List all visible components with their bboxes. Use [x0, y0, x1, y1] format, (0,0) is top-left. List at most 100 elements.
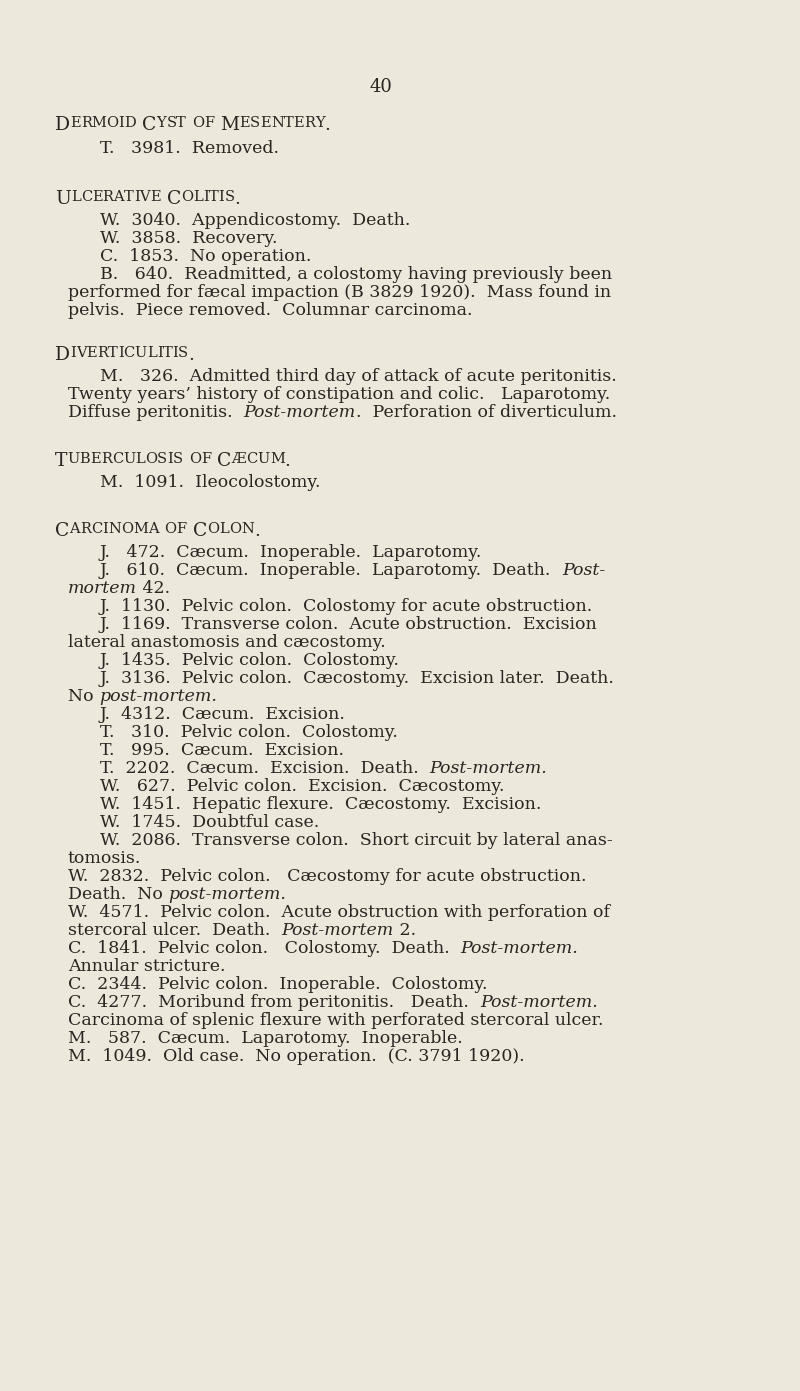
Text: W.  3040.  Appendicostomy.  Death.: W. 3040. Appendicostomy. Death.: [100, 211, 410, 230]
Text: U: U: [134, 346, 147, 360]
Text: C: C: [81, 191, 92, 204]
Text: Post-mortem.: Post-mortem.: [430, 759, 547, 778]
Text: C: C: [193, 522, 207, 540]
Text: .: .: [285, 452, 290, 470]
Text: T.   995.  Cæcum.  Excision.: T. 995. Cæcum. Excision.: [100, 741, 344, 759]
Text: I: I: [172, 346, 178, 360]
Text: S: S: [173, 452, 183, 466]
Text: T: T: [162, 346, 172, 360]
Text: V: V: [76, 346, 86, 360]
Text: M.  1091.  Ileocolostomy.: M. 1091. Ileocolostomy.: [100, 474, 321, 491]
Text: N: N: [108, 522, 121, 536]
Text: W.  2086.  Transverse colon.  Short circuit by lateral anas-: W. 2086. Transverse colon. Short circuit…: [100, 832, 613, 849]
Text: C: C: [123, 346, 134, 360]
Text: U: U: [55, 191, 71, 209]
Text: R: R: [101, 452, 112, 466]
Text: J.  1169.  Transverse colon.  Acute obstruction.  Excision: J. 1169. Transverse colon. Acute obstruc…: [100, 616, 598, 633]
Text: T: T: [284, 115, 294, 129]
Text: F: F: [202, 452, 211, 466]
Text: pelvis.  Piece removed.  Columnar carcinoma.: pelvis. Piece removed. Columnar carcinom…: [68, 302, 473, 319]
Text: I: I: [134, 191, 139, 204]
Text: M: M: [220, 115, 239, 134]
Text: .: .: [254, 522, 260, 540]
Text: Diffuse peritonitis.: Diffuse peritonitis.: [68, 403, 244, 421]
Text: I: I: [118, 346, 123, 360]
Text: .  Perforation of diverticulum.: . Perforation of diverticulum.: [356, 403, 617, 421]
Text: Post-: Post-: [562, 562, 606, 579]
Text: T: T: [209, 191, 218, 204]
Text: O: O: [181, 191, 194, 204]
Text: T.   3981.  Removed.: T. 3981. Removed.: [100, 140, 279, 157]
Text: 42.: 42.: [137, 580, 170, 597]
Text: S: S: [157, 452, 167, 466]
Text: W.  3858.  Recovery.: W. 3858. Recovery.: [100, 230, 278, 248]
Text: R: R: [80, 522, 91, 536]
Text: E: E: [260, 115, 271, 129]
Text: M.   587.  Cæcum.  Laparotomy.  Inoperable.: M. 587. Cæcum. Laparotomy. Inoperable.: [68, 1029, 462, 1047]
Text: O: O: [145, 452, 157, 466]
Text: R: R: [304, 115, 315, 129]
Text: T.  2202.  Cæcum.  Excision.  Death.: T. 2202. Cæcum. Excision. Death.: [100, 759, 430, 778]
Text: C: C: [112, 452, 123, 466]
Text: I: I: [70, 346, 76, 360]
Text: Post-mortem.: Post-mortem.: [461, 940, 578, 957]
Text: A: A: [70, 522, 80, 536]
Text: C.  2344.  Pelvic colon.  Inoperable.  Colostomy.: C. 2344. Pelvic colon. Inoperable. Colos…: [68, 976, 487, 993]
Text: S: S: [250, 115, 260, 129]
Text: V: V: [139, 191, 150, 204]
Text: J.  3136.  Pelvic colon.  Cæcostomy.  Excision later.  Death.: J. 3136. Pelvic colon. Cæcostomy. Excisi…: [100, 670, 615, 687]
Text: W.  2832.  Pelvic colon.   Cæcostomy for acute obstruction.: W. 2832. Pelvic colon. Cæcostomy for acu…: [68, 868, 586, 885]
Text: Æ: Æ: [232, 452, 246, 466]
Text: E: E: [86, 346, 97, 360]
Text: E: E: [70, 115, 81, 129]
Text: Post-mortem: Post-mortem: [244, 403, 356, 421]
Text: I: I: [203, 191, 209, 204]
Text: A: A: [148, 522, 158, 536]
Text: post-mortem.: post-mortem.: [99, 689, 217, 705]
Text: M: M: [133, 522, 148, 536]
Text: F: F: [204, 115, 214, 129]
Text: O: O: [121, 522, 133, 536]
Text: U: U: [123, 452, 135, 466]
Text: L: L: [194, 191, 203, 204]
Text: C.  1853.  No operation.: C. 1853. No operation.: [100, 248, 311, 266]
Text: B: B: [80, 452, 90, 466]
Text: I: I: [167, 452, 173, 466]
Text: U: U: [67, 452, 80, 466]
Text: D: D: [55, 346, 70, 364]
Text: R: R: [81, 115, 92, 129]
Text: B.   640.  Readmitted, a colostomy having previously been: B. 640. Readmitted, a colostomy having p…: [100, 266, 612, 282]
Text: .: .: [325, 115, 330, 134]
Text: D: D: [124, 115, 136, 129]
Text: I: I: [118, 115, 124, 129]
Text: .: .: [234, 191, 240, 209]
Text: 2.: 2.: [394, 922, 416, 939]
Text: S: S: [224, 191, 234, 204]
Text: post-mortem.: post-mortem.: [168, 886, 286, 903]
Text: O: O: [189, 452, 202, 466]
Text: W.  4571.  Pelvic colon.  Acute obstruction with perforation of: W. 4571. Pelvic colon. Acute obstruction…: [68, 904, 610, 921]
Text: Twenty years’ history of constipation and colic.   Laparotomy.: Twenty years’ history of constipation an…: [68, 385, 610, 403]
Text: E: E: [150, 191, 161, 204]
Text: I: I: [157, 346, 162, 360]
Text: T: T: [108, 346, 118, 360]
Text: O: O: [192, 115, 204, 129]
Text: J.  4312.  Cæcum.  Excision.: J. 4312. Cæcum. Excision.: [100, 707, 346, 723]
Text: No: No: [68, 689, 99, 705]
Text: Y: Y: [315, 115, 325, 129]
Text: E: E: [294, 115, 304, 129]
Text: performed for fæcal impaction (B 3829 1920).  Mass found in: performed for fæcal impaction (B 3829 19…: [68, 284, 611, 300]
Text: D: D: [55, 115, 70, 134]
Text: Post-mortem: Post-mortem: [282, 922, 394, 939]
Text: L: L: [71, 191, 81, 204]
Text: O: O: [229, 522, 241, 536]
Text: T: T: [176, 115, 186, 129]
Text: L: L: [219, 522, 229, 536]
Text: Y: Y: [157, 115, 166, 129]
Text: T: T: [55, 452, 67, 470]
Text: C: C: [91, 522, 102, 536]
Text: T: T: [124, 191, 134, 204]
Text: M.  1049.  Old case.  No operation.  (C. 3791 1920).: M. 1049. Old case. No operation. (C. 379…: [68, 1047, 525, 1066]
Text: mortem: mortem: [68, 580, 137, 597]
Text: C.  4277.  Moribund from peritonitis.   Death.: C. 4277. Moribund from peritonitis. Deat…: [68, 995, 480, 1011]
